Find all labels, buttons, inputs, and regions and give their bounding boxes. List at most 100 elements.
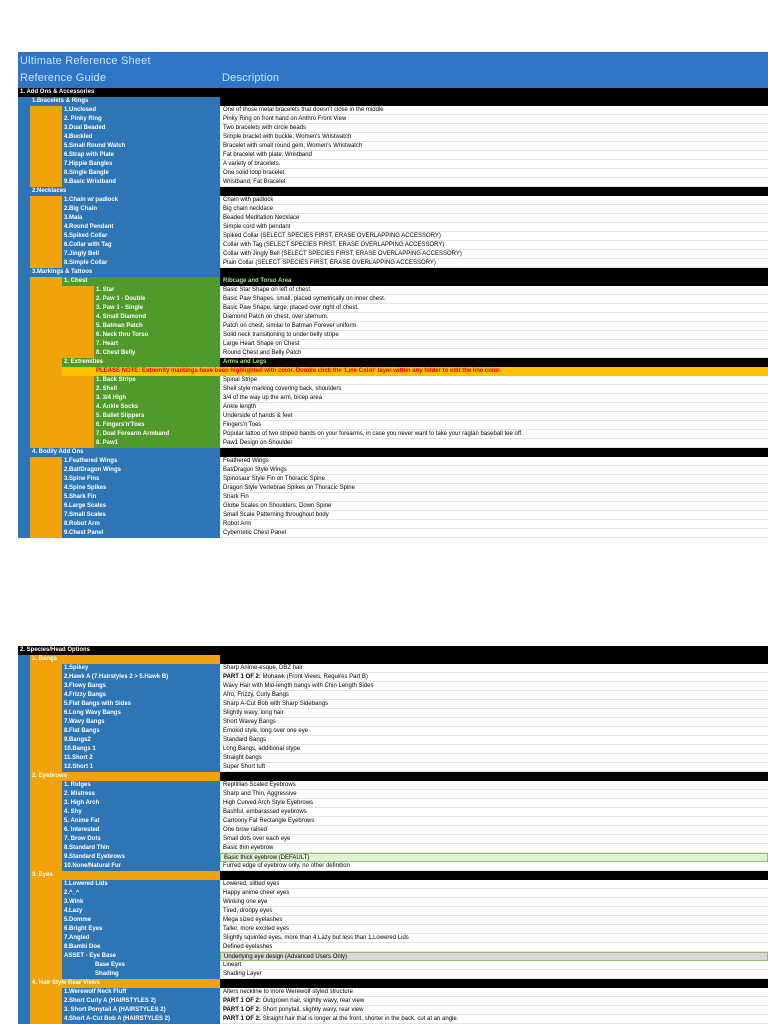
indent-cell [30, 322, 94, 331]
item-label: 2.Short Curly A (HAIRSTYLES 2) [62, 997, 220, 1006]
item-label: 7. Brow Dots [62, 835, 220, 844]
description-emphasis: PART 1 OF 2: [223, 674, 261, 680]
item-label: 5. Batman Patch [94, 322, 220, 331]
left-strip [18, 448, 30, 457]
item-description: Feathered Wings [220, 457, 768, 466]
left-strip [18, 340, 30, 349]
description-text: Plain Collar (SELECT SPECIES FIRST, ERAS… [223, 260, 436, 266]
left-strip [18, 106, 30, 115]
description-text: Chain with padlock [223, 197, 274, 203]
indent-cell [30, 277, 62, 286]
item-label: 8. Paw1 [94, 439, 220, 448]
item-label: 2.Bat/Dragon Wings [62, 466, 220, 475]
description-text: Patch on chest, similar to Batman Foreve… [223, 323, 359, 329]
indent-cell [30, 1015, 62, 1024]
group-title: 3.Markings & Tattoos [30, 268, 220, 277]
indent-cell [30, 349, 94, 358]
left-strip [18, 700, 30, 709]
description-text: Globe Scales on Shoulders, Down Spine [223, 503, 332, 509]
left-strip [18, 880, 30, 889]
indent-cell [30, 160, 62, 169]
description-text: Afro, Frizzy, Curly Bangs [223, 692, 289, 698]
item-description: Two bracelets with circle beads [220, 124, 768, 133]
item-description: Small dots over each eye [220, 835, 768, 844]
item-description: Bashful, embarassed eyebrows [220, 808, 768, 817]
item-description: Sharp Anime-esque, DBZ hair [220, 664, 768, 673]
description-text: Spinosaur Style Fin on Thoracic Spine [223, 476, 325, 482]
left-strip [18, 808, 30, 817]
item-label: 4.Frizzy Bangs [62, 691, 220, 700]
description-text: Simple braclet with buckle; Women's Wris… [223, 134, 352, 140]
description-text: Winking one eye [223, 899, 268, 905]
item-description: Simple braclet with buckle; Women's Wris… [220, 133, 768, 142]
item-label: 8. Chest Belly [94, 349, 220, 358]
indent-cell [30, 781, 62, 790]
item-description: Wavy Hair with Mid-length bangs with Chi… [220, 682, 768, 691]
indent-cell [30, 529, 62, 538]
item-label: 3.Dual Beaded [62, 124, 220, 133]
item-description: 3/4 of the way up the arm, bicep area [220, 394, 768, 403]
left-strip [18, 907, 30, 916]
item-label: 6.Bright Eyes [62, 925, 220, 934]
description-text: Sharp Anime-esque, DBZ hair [223, 665, 303, 671]
item-label: 5.Small Round Watch [62, 142, 220, 151]
left-strip [18, 502, 30, 511]
item-label: 4.Short A-Cut Bob A (HAIRSTYLES 2) [62, 1015, 220, 1024]
indent-cell [30, 808, 62, 817]
item-description: Winking one eye [220, 898, 768, 907]
group-title: 2.Necklaces [30, 187, 220, 196]
left-strip [18, 1015, 30, 1024]
description-emphasis: PART 1 OF 2: [223, 1016, 261, 1022]
item-description: Globe Scales on Shoulders, Down Spine [220, 502, 768, 511]
item-description: Shell style marking covering back, shoul… [220, 385, 768, 394]
left-strip [18, 484, 30, 493]
item-description: Super Short tuft [220, 763, 768, 772]
left-strip [18, 682, 30, 691]
left-strip [18, 322, 30, 331]
group-title: 1. Chest [62, 277, 220, 286]
left-strip [18, 142, 30, 151]
left-strip [18, 196, 30, 205]
item-description: Dragon Style Vertebrae Spikes on Thoraci… [220, 484, 768, 493]
description-text: Basic thick eyebrow (DEFAULT) [224, 855, 310, 861]
item-description: Patch on chest, similar to Batman Foreve… [220, 322, 768, 331]
indent-cell [30, 106, 62, 115]
item-description: PART 1 OF 2: Outgrown hair, slightly wav… [220, 997, 768, 1006]
left-strip [18, 718, 30, 727]
indent-cell [30, 493, 62, 502]
group-title: 2. Extremities [62, 358, 220, 367]
group-title: 3. Eyes [30, 871, 220, 880]
item-description: Beaded Meditation Necklace [220, 214, 768, 223]
left-strip [18, 934, 30, 943]
indent-cell [30, 412, 94, 421]
item-description: Emokid style, long over one eye [220, 727, 768, 736]
indent-cell [30, 889, 62, 898]
description-text: Mega sized eyelashes [223, 917, 283, 923]
indent-cell [30, 736, 62, 745]
item-label: 4. Small Diamond [94, 313, 220, 322]
item-label: 3.Flowy Bangs [62, 682, 220, 691]
item-description: Lowered, slitted eyes [220, 880, 768, 889]
description-text: Taller, more excited eyes [223, 926, 290, 932]
indent-cell [30, 1006, 62, 1015]
item-label: 4.Spine Spikes [62, 484, 220, 493]
group-title: 1. Bangs [30, 655, 220, 664]
left-strip [18, 988, 30, 997]
indent-cell [30, 727, 62, 736]
item-description: Small Scale Patterning throughout body [220, 511, 768, 520]
left-strip [18, 367, 30, 376]
group-description [220, 772, 768, 781]
indent-cell [30, 844, 62, 853]
item-description: Reptillian Scaled Eyebrows [220, 781, 768, 790]
item-description: Long Bangs, additional stype [220, 745, 768, 754]
description-text: 3/4 of the way up the arm, bicep area [223, 395, 323, 401]
left-strip [18, 781, 30, 790]
indent-cell [30, 673, 62, 682]
item-description: Happy anime cheer eyes [220, 889, 768, 898]
left-strip [18, 160, 30, 169]
left-strip [18, 763, 30, 772]
left-strip [18, 385, 30, 394]
indent-cell [30, 430, 94, 439]
indent-cell [30, 502, 62, 511]
left-strip [18, 133, 30, 142]
